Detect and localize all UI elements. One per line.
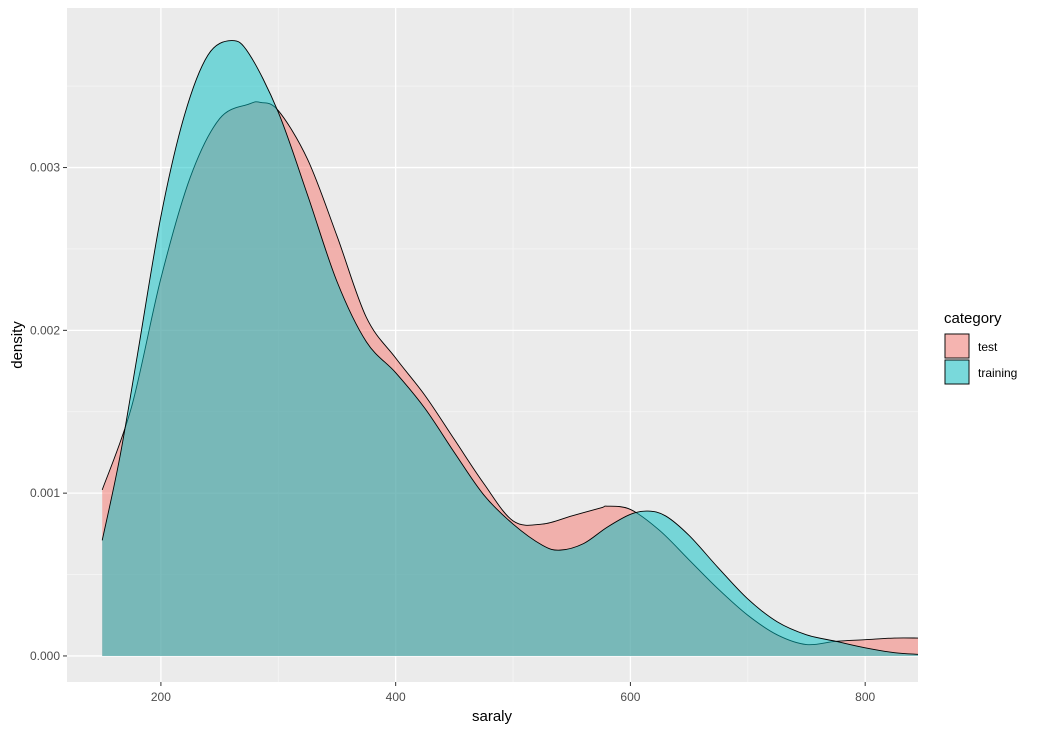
- x-axis: 200 400 600 800: [151, 682, 876, 704]
- legend-label-test: test: [978, 340, 998, 354]
- x-tick-label: 200: [151, 690, 171, 704]
- y-axis: 0.000 0.001 0.002 0.003: [30, 161, 67, 663]
- x-tick-label: 400: [386, 690, 406, 704]
- y-axis-title: density: [9, 321, 26, 369]
- legend-key-test: [944, 333, 970, 359]
- x-axis-title: saraly: [472, 708, 513, 725]
- y-tick-label: 0.000: [30, 649, 60, 663]
- x-tick-label: 800: [855, 690, 875, 704]
- series-layer: [101, 40, 919, 656]
- legend-key-training: [944, 359, 970, 385]
- legend: category test training: [944, 310, 1017, 385]
- legend-items: test training: [944, 333, 1017, 385]
- density-line-training: [101, 40, 919, 655]
- legend-label-training: training: [978, 366, 1017, 380]
- y-tick-label: 0.001: [30, 486, 60, 500]
- legend-title: category: [944, 310, 1002, 327]
- y-tick-label: 0.002: [30, 323, 60, 337]
- y-tick-label: 0.003: [30, 161, 60, 175]
- density-area-training: [102, 40, 918, 656]
- x-tick-label: 600: [620, 690, 640, 704]
